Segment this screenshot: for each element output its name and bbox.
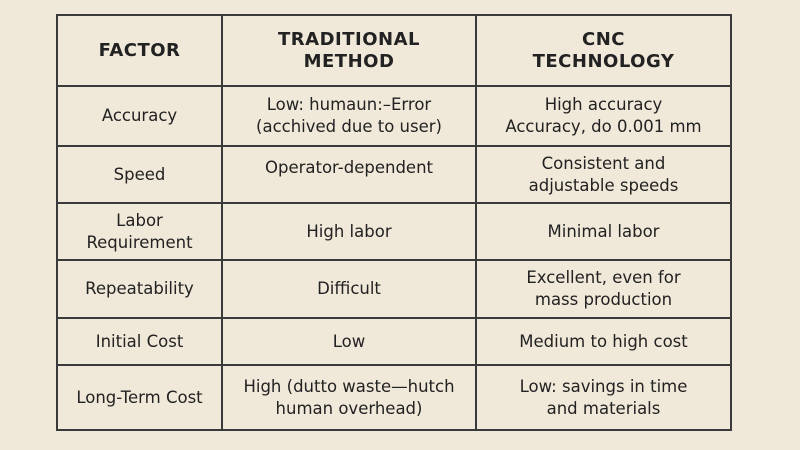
factor-cell: Labor Requirement (56, 202, 223, 261)
table-row: Long-Term Cost High (dutto waste—hutch h… (56, 364, 732, 431)
table-row: Labor Requirement High labor Minimal lab… (56, 202, 732, 261)
cnc-cell: Medium to high cost (475, 317, 732, 366)
table-row: Initial Cost Low Medium to high cost (56, 317, 732, 366)
factor-cell: Long-Term Cost (56, 364, 223, 431)
cnc-cell: High accuracy Accuracy, do 0.001 mm (475, 85, 732, 147)
traditional-cell: High labor (221, 202, 477, 261)
header-row: FACTOR TRADITIONAL METHOD CNC TECHNOLOGY (56, 14, 732, 87)
traditional-cell: Operator-dependent (221, 145, 477, 204)
cnc-cell: Minimal labor (475, 202, 732, 261)
factor-cell: Speed (56, 145, 223, 204)
header-traditional-method: TRADITIONAL METHOD (221, 14, 477, 87)
header-factor: FACTOR (56, 14, 223, 87)
table-row: Accuracy Low: humaun:–Error (acchived du… (56, 85, 732, 147)
table-row: Repeatability Difficult Excellent, even … (56, 259, 732, 319)
traditional-cell: Low: humaun:–Error (acchived due to user… (221, 85, 477, 147)
traditional-cell: High (dutto waste—hutch human overhead) (221, 364, 477, 431)
cnc-cell: Low: savings in time and materials (475, 364, 732, 431)
factor-cell: Accuracy (56, 85, 223, 147)
factor-cell: Repeatability (56, 259, 223, 319)
factor-cell: Initial Cost (56, 317, 223, 366)
traditional-cell: Low (221, 317, 477, 366)
header-cnc-technology: CNC TECHNOLOGY (475, 14, 732, 87)
cnc-cell: Consistent and adjustable speeds (475, 145, 732, 204)
table-row: Speed Operator-dependent Consistent and … (56, 145, 732, 204)
cnc-cell: Excellent, even for mass production (475, 259, 732, 319)
comparison-table: FACTOR TRADITIONAL METHOD CNC TECHNOLOGY… (56, 14, 732, 431)
traditional-cell: Difficult (221, 259, 477, 319)
